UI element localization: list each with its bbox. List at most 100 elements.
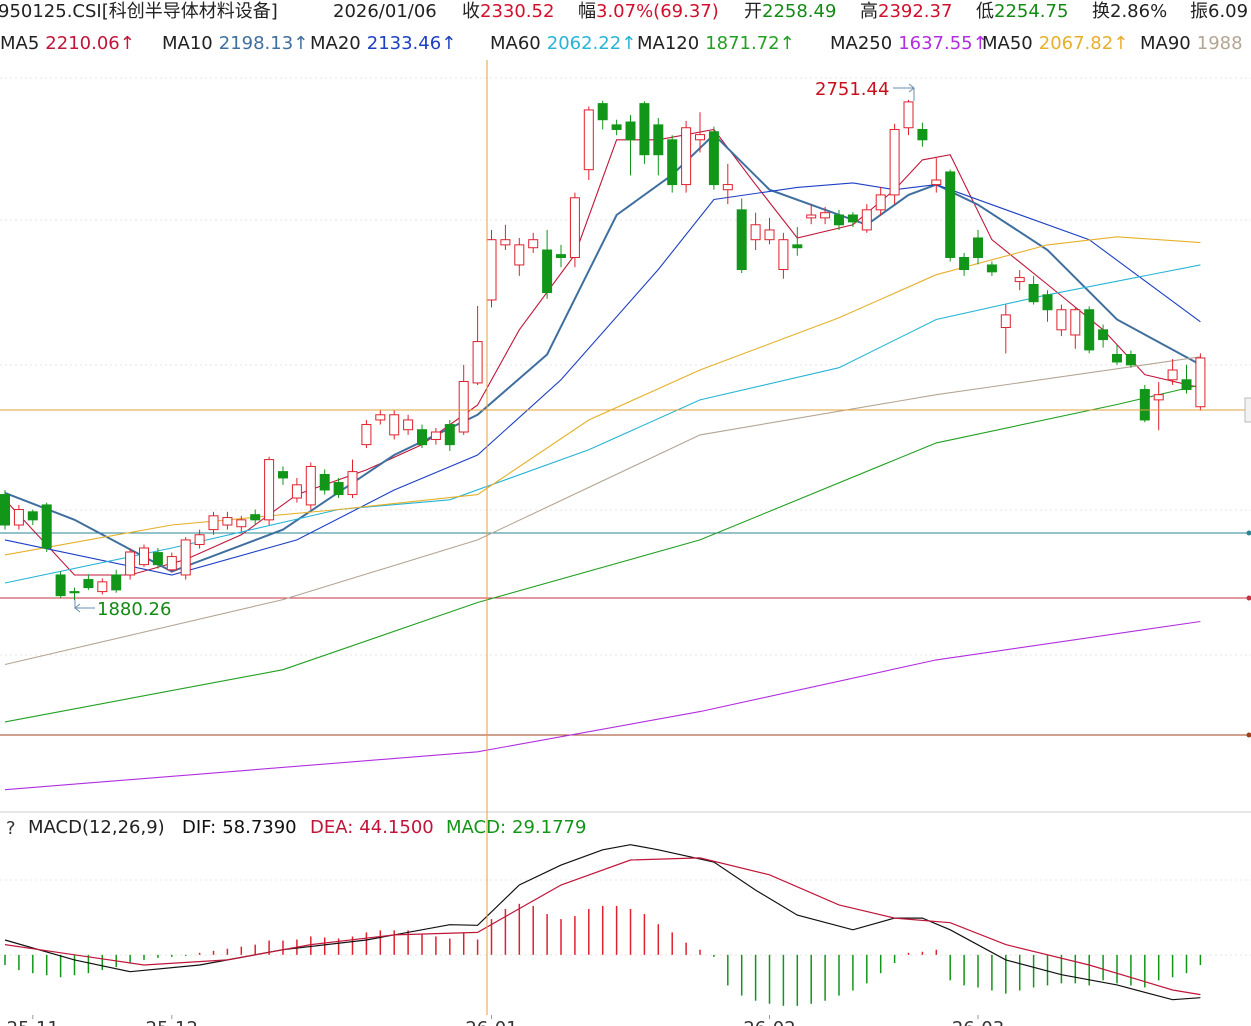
x-tick-label: 25-12: [146, 1018, 198, 1026]
candle-body: [1042, 294, 1053, 311]
candle-body: [111, 574, 122, 591]
legend-value: 2198.13: [218, 33, 294, 54]
legend-trend: ↑: [779, 33, 795, 54]
candle-body: [1125, 354, 1136, 366]
candle-body: [556, 254, 567, 258]
candle-body: [653, 124, 664, 156]
candle-body: [792, 244, 803, 249]
legend-value: 2062.22: [546, 33, 622, 54]
candle-body: [250, 514, 261, 521]
legend-entry: MA60 2062.22↑: [490, 33, 636, 55]
candle-body: [1084, 309, 1095, 351]
grid: [0, 77, 1251, 956]
candle-body: [514, 244, 525, 266]
candle-body: [1181, 379, 1192, 391]
quote-field: 幅3.07%(69.37): [578, 1, 719, 23]
quote-field-value: 2330.52: [480, 1, 555, 22]
candle-body: [375, 414, 386, 421]
candle-body: [152, 552, 163, 566]
legend-value: 1871.72: [705, 33, 780, 54]
candle-body: [1098, 329, 1109, 341]
candle-body: [236, 519, 247, 528]
candle-body: [903, 101, 914, 129]
legend-entry: MA90 1988: [1140, 33, 1243, 55]
candle-body: [945, 171, 956, 258]
symbol: 950125.CSI[科创半导体材料设备]: [0, 1, 278, 22]
quote-field-label: 振: [1190, 1, 1208, 22]
indicator-line: [4, 857, 1201, 996]
quote-field-label: 幅: [578, 1, 596, 22]
candle-body: [986, 264, 997, 273]
candle-body: [27, 511, 38, 521]
candle-body: [583, 109, 594, 171]
max-label: 2751.44: [815, 79, 889, 100]
candle-body: [430, 431, 441, 440]
quote-field-label: 低: [976, 1, 994, 22]
legend-name: MA90: [1140, 33, 1191, 54]
level-dot: [1246, 732, 1251, 738]
candle-body: [125, 551, 136, 576]
legend-value: 2067.82: [1038, 33, 1114, 54]
legend-name: MA20: [310, 33, 361, 54]
candle-body: [166, 556, 177, 571]
candle-body: [180, 539, 191, 576]
legend-name: MA60: [490, 33, 541, 54]
macd-title: MACD(12,26,9): [28, 817, 165, 838]
level-dot: [1246, 595, 1251, 601]
quote-field-value: 2258.49: [762, 1, 837, 22]
candle-body: [778, 239, 789, 271]
legend-trend: ↑: [293, 33, 309, 54]
legend-name: DIF:: [182, 817, 217, 838]
candle-body: [1070, 309, 1081, 336]
candle-body: [319, 473, 330, 491]
quote-field-value: 2.86%: [1110, 1, 1168, 22]
candle-body: [347, 471, 358, 496]
legend-trend: ↑: [621, 33, 637, 54]
legend-value: 44.1500: [359, 817, 434, 838]
candle-body: [13, 509, 24, 526]
candle-body: [973, 237, 984, 258]
quote-field-value: 6.09: [1208, 1, 1249, 22]
candle-body: [1014, 277, 1025, 283]
indicator-line: [4, 236, 1201, 556]
indicator-line: [4, 620, 1201, 791]
candle-body: [1028, 283, 1039, 303]
level-dot: [1246, 530, 1251, 536]
legend-name: MACD:: [446, 817, 507, 838]
candle-body: [1153, 394, 1164, 401]
legend-name: DEA:: [310, 817, 354, 838]
legend-value: 1988: [1196, 33, 1243, 54]
candle-body: [639, 103, 650, 156]
min-arrow: [74, 600, 95, 613]
candle-body: [847, 214, 858, 223]
candle-body: [278, 471, 289, 479]
candle-body: [403, 419, 414, 431]
candle-body: [875, 194, 886, 211]
quote-field-label: 高: [860, 1, 878, 22]
candle-body: [222, 517, 233, 526]
candle-body: [722, 184, 733, 191]
cursor-price-tag: [1244, 397, 1251, 423]
quote-field: 振6.09: [1190, 1, 1248, 23]
candle-body: [55, 574, 66, 597]
indicator-line: [4, 384, 1201, 723]
legend-value: 1637.55: [898, 33, 973, 54]
quote-field-value: 2392.37: [878, 1, 953, 22]
candle-body: [597, 103, 608, 121]
candle-body: [959, 256, 970, 271]
legend-entry: MA20 2133.46↑: [310, 33, 456, 55]
indicator-line: [4, 133, 1201, 573]
legend-value: 2210.06: [45, 33, 120, 54]
candle-body: [834, 214, 845, 226]
candle-body: [333, 482, 344, 496]
x-tick-label: 26-03: [952, 1018, 1004, 1026]
legend-entry: MA50 2067.82↑: [982, 33, 1128, 55]
candle-body: [569, 197, 580, 258]
candle-body: [750, 224, 761, 241]
candle-body: [97, 581, 108, 593]
quote-field-value: 2254.75: [994, 1, 1069, 22]
help-icon[interactable]: ?: [6, 818, 16, 839]
candle-body: [695, 134, 706, 141]
legend-value: 29.1779: [512, 817, 587, 838]
